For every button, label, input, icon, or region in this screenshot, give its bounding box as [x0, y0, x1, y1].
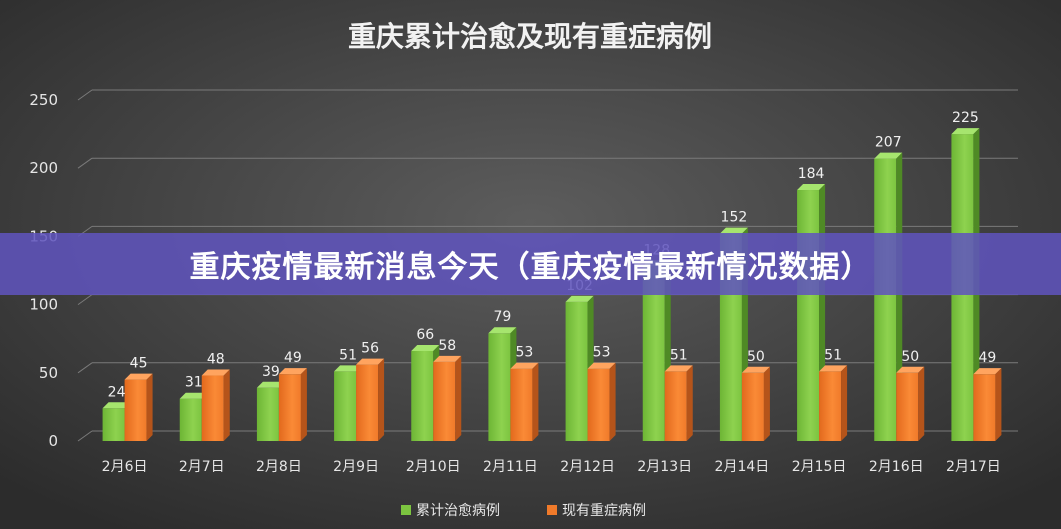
gridline-depth — [77, 362, 93, 374]
bar-severe — [278, 368, 307, 441]
x-tick-label: 2月6日 — [102, 459, 148, 475]
bar-severe — [124, 373, 153, 441]
bar-severe — [664, 365, 693, 441]
data-label: 184 — [798, 166, 825, 182]
gridline-depth — [77, 89, 93, 101]
legend-label: 累计治愈病例 — [416, 503, 500, 519]
headline-banner: 重庆疫情最新消息今天（重庆疫情最新情况数据） — [0, 233, 1061, 295]
data-label: 50 — [747, 349, 765, 365]
data-label: 48 — [207, 352, 225, 368]
data-label: 58 — [438, 338, 456, 354]
data-label: 31 — [185, 375, 203, 391]
data-label: 50 — [901, 349, 919, 365]
x-tick-label: 2月16日 — [869, 459, 924, 475]
x-tick-label: 2月7日 — [179, 459, 225, 475]
bar-severe — [201, 369, 230, 441]
x-tick-label: 2月13日 — [637, 459, 692, 475]
x-tick-label: 2月9日 — [333, 459, 379, 475]
x-tick-label: 2月15日 — [792, 459, 847, 475]
x-tick-label: 2月12日 — [560, 459, 615, 475]
data-label: 79 — [494, 309, 512, 325]
data-label: 49 — [284, 350, 302, 366]
data-label: 51 — [824, 347, 842, 363]
legend: 累计治愈病例 现有重症病例 — [401, 503, 646, 519]
y-tick-label: 50 — [39, 364, 58, 382]
y-tick-label: 200 — [29, 159, 58, 177]
chart-title: 重庆累计治愈及现有重症病例 — [348, 20, 712, 53]
x-tick-label: 2月10日 — [406, 459, 461, 475]
gridline-depth — [77, 294, 93, 306]
data-label: 53 — [516, 345, 534, 361]
bar-severe — [356, 358, 385, 441]
bar-severe — [973, 368, 1002, 441]
data-label: 56 — [361, 341, 379, 357]
gridline-depth — [77, 430, 93, 442]
bar-severe — [587, 362, 616, 441]
legend-swatch — [547, 505, 557, 515]
y-tick-label: 0 — [48, 432, 58, 450]
data-label: 51 — [339, 347, 357, 363]
x-tick-label: 2月17日 — [946, 459, 1001, 475]
y-tick-label: 250 — [29, 91, 58, 109]
data-label: 49 — [979, 350, 997, 366]
bar-severe — [741, 366, 770, 441]
bar-severe — [819, 365, 848, 441]
data-label: 45 — [130, 356, 148, 372]
data-label: 225 — [952, 110, 979, 126]
data-label: 24 — [108, 384, 126, 400]
x-tick-label: 2月11日 — [483, 459, 538, 475]
data-label: 207 — [875, 135, 902, 151]
x-tick-label: 2月8日 — [256, 459, 302, 475]
data-label: 39 — [262, 364, 280, 380]
legend-swatch — [401, 505, 411, 515]
data-label: 53 — [593, 345, 611, 361]
data-label: 152 — [721, 210, 748, 226]
bars — [102, 128, 1002, 442]
legend-label: 现有重症病例 — [562, 503, 646, 519]
y-tick-label: 100 — [29, 296, 58, 314]
headline-text: 重庆疫情最新消息今天（重庆疫情最新情况数据） — [189, 250, 872, 285]
legend-item-cured: 累计治愈病例 — [401, 503, 500, 519]
gridline-depth — [77, 157, 93, 169]
legend-item-severe: 现有重症病例 — [547, 503, 646, 519]
x-axis-ticks: 2月6日 2月7日 2月8日 2月9日 2月10日 2月11日 2月12日 2月13日 2月14… — [102, 459, 1001, 475]
x-tick-label: 2月14日 — [715, 459, 770, 475]
bar-severe — [896, 366, 925, 441]
bar-severe — [510, 362, 539, 441]
data-label: 51 — [670, 347, 688, 363]
data-label: 66 — [416, 327, 434, 343]
bar-severe — [433, 355, 462, 441]
